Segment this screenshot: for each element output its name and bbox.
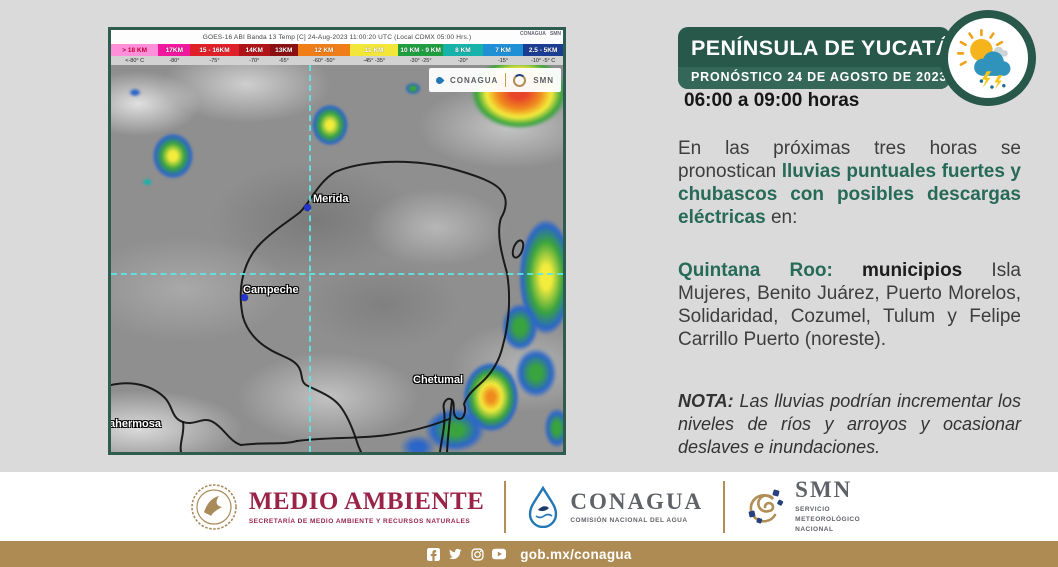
gobmx-bar: gob.mx/conagua	[0, 541, 1058, 567]
forecast-text: En las próximas tres horas se pronostica…	[678, 138, 1021, 182]
convection-blob	[403, 81, 423, 96]
weather-badge	[940, 10, 1036, 106]
convection-blob	[147, 127, 199, 185]
city-label-chetumal: Chetumal	[413, 374, 464, 386]
city-label-villahermosa: ahermosa	[111, 418, 161, 430]
coastline-borders	[111, 160, 525, 452]
region-paragraph: Quintana Roo: municipios Isla Mujeres, B…	[678, 259, 1021, 351]
temp-label: -60° -50°	[312, 57, 335, 64]
institutional-footer: MEDIO AMBIENTE SECRETARÍA DE MEDIO AMBIE…	[0, 472, 1058, 541]
smn-swirl-icon	[513, 73, 527, 87]
sun-storm-lightning-icon	[956, 28, 1011, 90]
temp-label: -80°	[169, 57, 180, 64]
region-badge: PENÍNSULA DE YUCATÁN PRONÓSTICO 24 DE AG…	[678, 27, 950, 89]
scale-segment: 7 KM	[482, 44, 524, 56]
eagle-seal-icon	[191, 483, 237, 530]
convection-blob	[395, 431, 441, 452]
scale-segment: 17KM	[158, 44, 191, 56]
inset-conagua-label: CONAGUA	[449, 75, 499, 85]
temp-label: -15°	[497, 57, 509, 64]
region-title: PENÍNSULA DE YUCATÁN	[691, 36, 950, 60]
graticule-line	[309, 65, 311, 452]
map-body: CONAGUA SMN Merida Campeche Chetumal ahe…	[111, 65, 563, 452]
smn-title: SMN	[795, 477, 853, 503]
scale-segment: 2.5 - 5KM	[523, 44, 563, 56]
temp-label: -10° -5° C	[530, 57, 556, 64]
convection-blob	[141, 177, 154, 187]
smn-logo: SMN SERVICIO METEOROLÓGICO NACIONAL	[745, 478, 869, 534]
smn-mini-logo: SMN	[549, 31, 561, 37]
municipios-label: municipios	[832, 260, 963, 281]
temp-label: -70°	[249, 57, 260, 64]
scale-segment: 10 KM - 9 KM	[398, 44, 444, 56]
city-label-campeche: Campeche	[243, 284, 299, 296]
map-titlebar-logos: CONAGUA SMN	[520, 31, 561, 37]
temp-label: <-80° C	[125, 57, 145, 64]
state-name: Quintana Roo:	[678, 260, 833, 281]
map-inset-logos: CONAGUA SMN	[429, 68, 561, 92]
scale-segment: 12 KM	[297, 44, 351, 56]
forecast-date: PRONÓSTICO 24 DE AGOSTO DE 2023	[678, 67, 950, 89]
youtube-icon[interactable]	[492, 547, 507, 561]
city-dot-merida	[304, 204, 311, 211]
temp-label: -45° -35°	[363, 57, 386, 64]
conagua-subtitle: COMISIÓN NACIONAL DEL AGUA	[570, 516, 688, 524]
forecast-highlight: lluvias puntuales fuertes y chubascos co…	[678, 161, 1021, 228]
instagram-icon[interactable]	[470, 547, 484, 561]
map-title-bar: GOES-16 ABI Banda 13 Temp [C] 24-Aug-202…	[111, 30, 563, 44]
twitter-icon[interactable]	[448, 547, 462, 561]
smn-swirl-icon	[748, 489, 784, 524]
altitude-color-scale: > 18 KM 17KM 15 - 16KM 14KM 13KM 12 KM 1…	[111, 44, 563, 56]
scale-segment: > 18 KM	[111, 44, 159, 56]
temp-label: -65°	[278, 57, 289, 64]
convection-blob	[127, 87, 143, 98]
temp-label: -30° -25°	[409, 57, 432, 64]
medio-ambiente-subtitle: SECRETARÍA DE MEDIO AMBIENTE Y RECURSOS …	[248, 517, 471, 525]
conagua-logo: CONAGUA COMISIÓN NACIONAL DEL AGUA	[526, 485, 704, 528]
conagua-mini-logo: CONAGUA	[520, 31, 546, 37]
facebook-icon[interactable]	[426, 547, 440, 561]
time-range: 06:00 a 09:00 horas	[684, 90, 860, 111]
conagua-title: CONAGUA	[570, 488, 704, 514]
inset-smn-label: SMN	[533, 75, 555, 85]
map-title: GOES-16 ABI Banda 13 Temp [C] 24-Aug-202…	[202, 33, 472, 41]
city-dot-campeche	[241, 294, 248, 301]
footer-divider	[723, 480, 726, 533]
scale-segment: 15 - 16KM	[190, 44, 239, 56]
inset-divider	[505, 73, 507, 87]
temperature-scale: <-80° C -80° -75° -70° -65° -60° -50° -4…	[111, 56, 563, 65]
water-drop-icon	[529, 485, 558, 528]
note-paragraph: NOTA: Las lluvias podrían incrementar lo…	[678, 390, 1021, 459]
forecast-paragraph: En las próximas tres horas se pronostica…	[678, 137, 1021, 229]
scale-segment: 11 KM	[350, 44, 399, 56]
conagua-drop-icon	[434, 75, 445, 85]
scale-segment: 14KM	[238, 44, 270, 56]
medio-ambiente-title: MEDIO AMBIENTE	[248, 487, 485, 515]
scale-segment: 8 KM	[443, 44, 483, 56]
medio-ambiente-logo: MEDIO AMBIENTE SECRETARÍA DE MEDIO AMBIE…	[189, 482, 485, 532]
forecast-text: en:	[765, 207, 798, 228]
temp-label: -75°	[209, 57, 220, 64]
city-label-merida: Merida	[313, 193, 349, 205]
temp-label: -20°	[457, 57, 468, 64]
scale-segment: 13KM	[269, 44, 298, 56]
satellite-map: GOES-16 ABI Banda 13 Temp [C] 24-Aug-202…	[108, 27, 566, 455]
footer-divider	[504, 480, 507, 533]
note-label: NOTA:	[678, 391, 734, 411]
smn-subtitle: SERVICIO METEOROLÓGICO NACIONAL	[795, 506, 861, 533]
convection-blob	[307, 99, 353, 151]
note-text: Las lluvias podrían incrementar los nive…	[678, 391, 1021, 457]
convection-blob	[541, 403, 563, 452]
graticule-line	[111, 273, 563, 275]
municipios-list: Isla Mujeres, Benito Juárez, Puerto More…	[678, 260, 1021, 350]
gobmx-url: gob.mx/conagua	[520, 546, 632, 562]
